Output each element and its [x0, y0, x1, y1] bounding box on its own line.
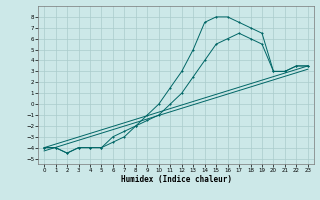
X-axis label: Humidex (Indice chaleur): Humidex (Indice chaleur): [121, 175, 231, 184]
